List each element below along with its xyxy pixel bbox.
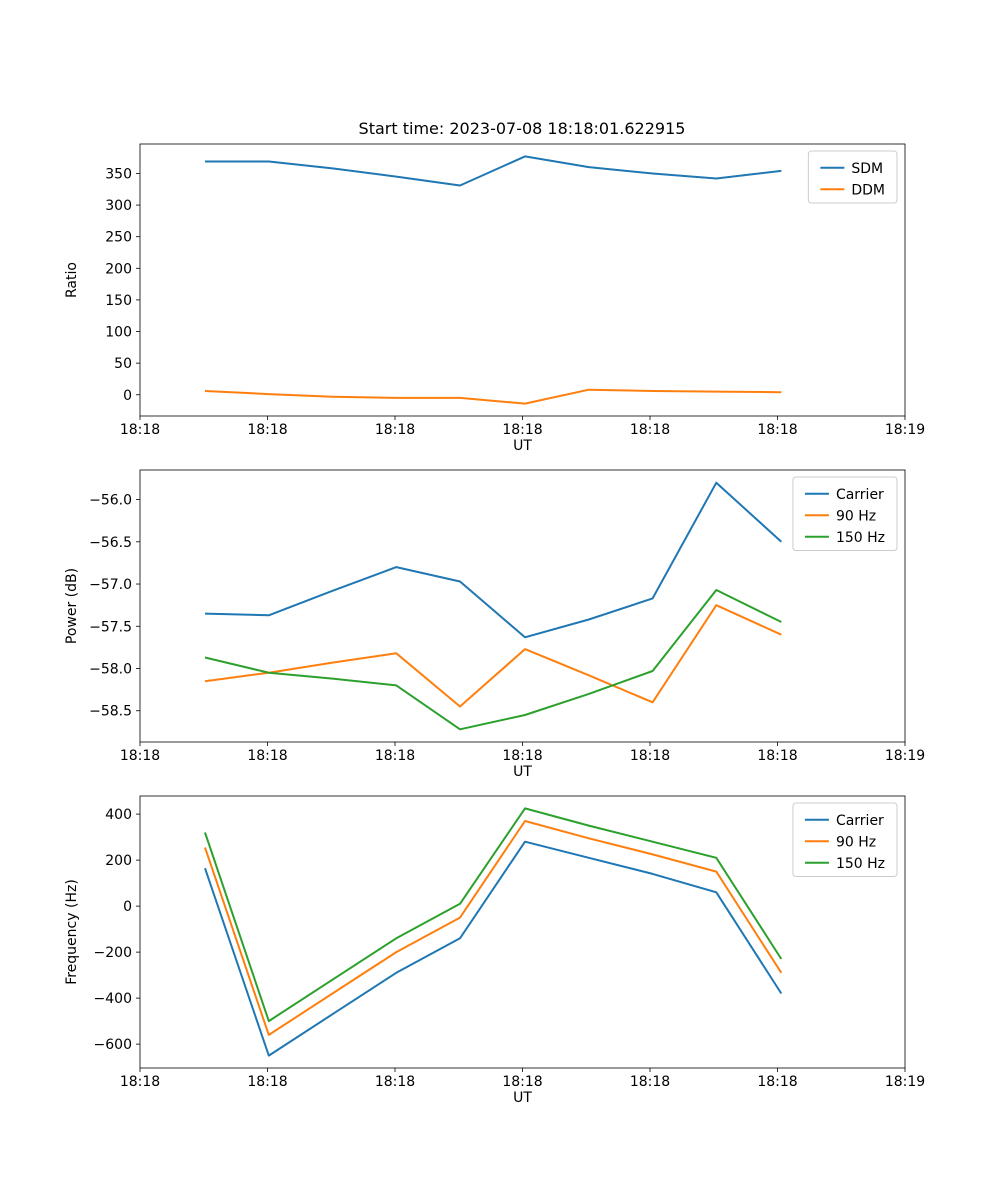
svg-text:18:18: 18:18 <box>502 1074 542 1090</box>
subplot-power: 18:18 18:18 18:18 18:18 18:18 18:18 18:19 −58.5… <box>64 469 925 780</box>
svg-text:−600: −600 <box>94 1037 132 1053</box>
svg-text:18:19: 18:19 <box>885 422 925 438</box>
svg-text:18:18: 18:18 <box>757 748 797 764</box>
svg-text:18:18: 18:18 <box>120 1074 160 1090</box>
svg-text:Power (dB): Power (dB) <box>64 568 80 644</box>
svg-text:−400: −400 <box>94 991 132 1007</box>
svg-text:Ratio: Ratio <box>64 262 80 298</box>
svg-text:350: 350 <box>105 166 132 182</box>
svg-text:18:18: 18:18 <box>502 422 542 438</box>
svg-text:50: 50 <box>114 356 132 372</box>
svg-text:250: 250 <box>105 230 132 246</box>
svg-text:400: 400 <box>105 807 132 823</box>
svg-text:−57.0: −57.0 <box>89 577 132 593</box>
svg-text:150 Hz: 150 Hz <box>836 530 885 546</box>
svg-text:200: 200 <box>105 261 132 277</box>
svg-text:18:18: 18:18 <box>120 748 160 764</box>
svg-text:0: 0 <box>123 899 132 915</box>
svg-text:18:19: 18:19 <box>885 748 925 764</box>
svg-text:18:18: 18:18 <box>247 1074 287 1090</box>
svg-text:18:18: 18:18 <box>630 1074 670 1090</box>
svg-text:300: 300 <box>105 198 132 214</box>
svg-text:18:18: 18:18 <box>630 422 670 438</box>
svg-text:18:18: 18:18 <box>630 748 670 764</box>
svg-text:90 Hz: 90 Hz <box>836 508 876 524</box>
svg-text:−56.0: −56.0 <box>89 493 132 509</box>
svg-text:−56.5: −56.5 <box>89 535 132 551</box>
svg-text:0: 0 <box>123 388 132 404</box>
svg-text:−200: −200 <box>94 945 132 961</box>
svg-text:Carrier: Carrier <box>836 487 884 503</box>
svg-text:18:18: 18:18 <box>757 1074 797 1090</box>
svg-text:UT: UT <box>513 438 532 454</box>
svg-text:100: 100 <box>105 325 132 341</box>
svg-text:18:18: 18:18 <box>375 1074 415 1090</box>
svg-text:18:19: 18:19 <box>885 1074 925 1090</box>
svg-text:200: 200 <box>105 853 132 869</box>
figure-title: Start time: 2023-07-08 18:18:01.622915 <box>359 119 686 138</box>
svg-text:18:18: 18:18 <box>247 748 287 764</box>
svg-text:−57.5: −57.5 <box>89 619 132 635</box>
svg-text:Carrier: Carrier <box>836 813 884 829</box>
svg-text:Frequency (Hz): Frequency (Hz) <box>64 879 80 985</box>
svg-text:150: 150 <box>105 293 132 309</box>
svg-text:18:18: 18:18 <box>247 422 287 438</box>
svg-text:18:18: 18:18 <box>502 748 542 764</box>
svg-text:−58.5: −58.5 <box>89 704 132 720</box>
svg-text:UT: UT <box>513 1090 532 1106</box>
subplot-ratio: 18:18 18:18 18:18 18:18 18:18 18:18 18:19 0 50 10… <box>64 143 925 454</box>
svg-text:−58.0: −58.0 <box>89 662 132 678</box>
svg-text:SDM: SDM <box>851 161 883 177</box>
svg-text:18:18: 18:18 <box>375 748 415 764</box>
subplot-frequency: 18:18 18:18 18:18 18:18 18:18 18:18 18:19 −600 −… <box>64 795 925 1106</box>
svg-text:DDM: DDM <box>851 182 885 198</box>
svg-text:18:18: 18:18 <box>375 422 415 438</box>
svg-text:90 Hz: 90 Hz <box>836 834 876 850</box>
svg-text:18:18: 18:18 <box>120 422 160 438</box>
svg-text:UT: UT <box>513 764 532 780</box>
svg-text:18:18: 18:18 <box>757 422 797 438</box>
svg-text:150 Hz: 150 Hz <box>836 856 885 872</box>
